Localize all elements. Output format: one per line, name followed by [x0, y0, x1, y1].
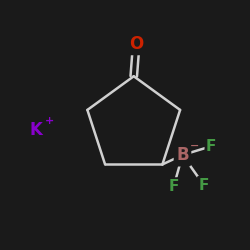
- Text: O: O: [129, 35, 144, 53]
- Text: +: +: [44, 116, 54, 126]
- Text: B: B: [176, 146, 189, 164]
- Text: K: K: [30, 121, 43, 139]
- Text: −: −: [190, 140, 199, 150]
- Text: F: F: [206, 139, 216, 154]
- Text: F: F: [168, 179, 179, 194]
- Text: F: F: [198, 178, 209, 192]
